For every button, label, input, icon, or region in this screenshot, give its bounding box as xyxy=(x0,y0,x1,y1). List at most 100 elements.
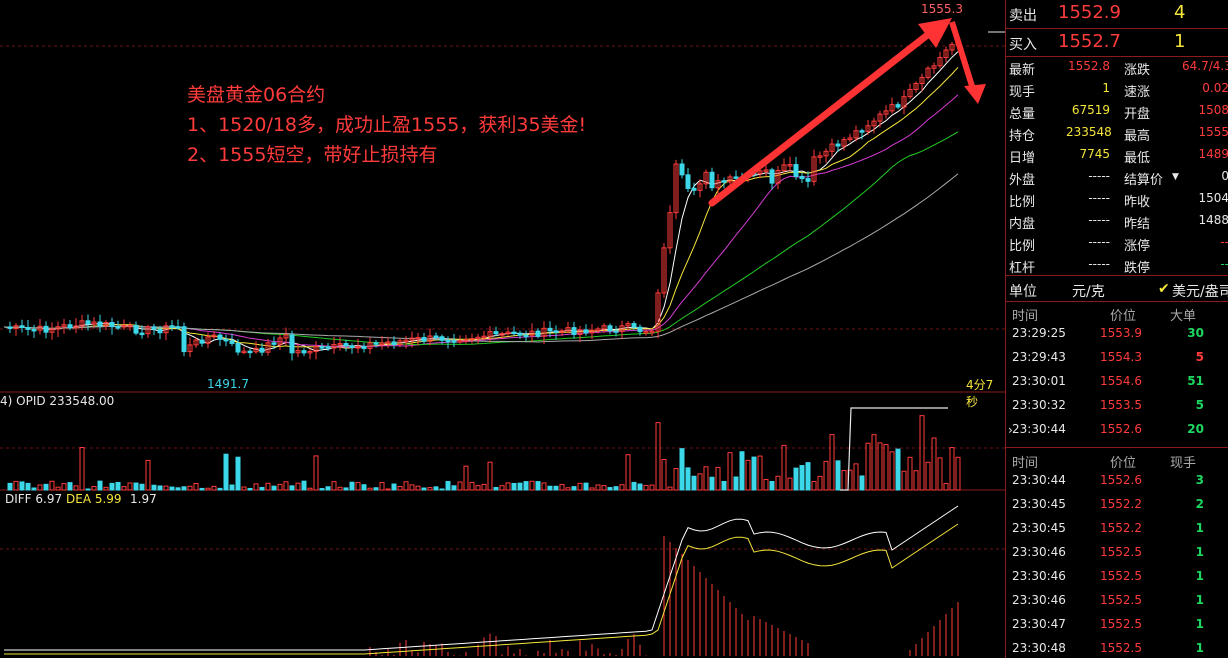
volume-bar xyxy=(931,437,937,491)
volume-bar xyxy=(43,483,49,491)
candle-body xyxy=(151,326,157,330)
candle-body xyxy=(409,337,415,341)
volume-bar xyxy=(553,485,559,491)
ticks-row[interactable]: 23:30:46 1552.5 1 xyxy=(1006,589,1228,613)
volume-bar xyxy=(439,488,445,491)
row-time: 23:30:45 xyxy=(1012,497,1066,511)
candle-body xyxy=(817,155,823,158)
candle-body xyxy=(655,292,661,332)
volume-bar xyxy=(223,453,229,491)
volume-bar xyxy=(751,456,757,491)
volume-bar xyxy=(913,470,919,491)
volume-bar xyxy=(193,483,199,491)
candle-body xyxy=(505,331,511,335)
stat-value: ----- xyxy=(1088,191,1110,205)
big_orders-row[interactable]: 23:30:01 1554.6 51 xyxy=(1006,370,1228,394)
candle-body xyxy=(229,340,235,344)
volume-bar xyxy=(667,486,673,491)
volume-bar xyxy=(655,422,661,491)
candle-body xyxy=(547,327,553,332)
row-qty: 5 xyxy=(1195,350,1204,364)
volume-bar xyxy=(31,487,37,491)
volume-bar xyxy=(313,455,319,491)
stat-label: 比例 xyxy=(1009,239,1036,254)
candle-body xyxy=(787,164,793,167)
header-time: 时间 xyxy=(1012,309,1039,324)
kline-chart-svg[interactable] xyxy=(0,0,1005,658)
candle-body xyxy=(559,330,565,333)
row-time: 23:30:46 xyxy=(1012,569,1066,583)
candle-body xyxy=(469,337,475,341)
stat-value-2: -- xyxy=(1220,235,1228,249)
volume-bar xyxy=(739,451,745,491)
candle-body xyxy=(193,339,199,346)
volume-bar xyxy=(13,480,19,491)
candle-body xyxy=(139,332,145,336)
big_orders-row[interactable]: 23:30:44 1552.6 20 xyxy=(1006,418,1228,442)
volume-bar xyxy=(325,486,331,491)
ticks-row[interactable]: 23:30:44 1552.6 3 xyxy=(1006,469,1228,493)
ticks-row[interactable]: 23:30:45 1552.2 2 xyxy=(1006,493,1228,517)
candle-body xyxy=(493,331,499,335)
candle-body xyxy=(205,336,211,344)
ticks-row[interactable]: 23:30:45 1552.2 1 xyxy=(1006,517,1228,541)
candle-body xyxy=(649,330,655,334)
ticks-row[interactable]: 23:30:47 1552.5 1 xyxy=(1006,613,1228,637)
volume-bar xyxy=(835,460,841,491)
buy-row[interactable]: 买入 1552.7 1 xyxy=(1006,29,1228,57)
candle-body xyxy=(943,49,949,59)
volume-bar xyxy=(301,480,307,491)
sell-row[interactable]: 卖出 1552.9 4 xyxy=(1006,0,1228,28)
volume-bar xyxy=(271,485,277,491)
row-price: 1552.5 xyxy=(1100,641,1142,655)
volume-bar xyxy=(229,484,235,491)
stat-label-2: 结算价 xyxy=(1124,173,1164,188)
candle-body xyxy=(457,340,463,343)
candle-body xyxy=(415,337,421,340)
currency-label[interactable]: 美元/盎司 xyxy=(1172,284,1228,300)
volume-bar xyxy=(517,482,523,491)
volume-bar xyxy=(67,482,73,491)
dropdown-arrow-icon[interactable]: ▼ xyxy=(1172,172,1179,182)
candle-body xyxy=(349,345,355,348)
candle-body xyxy=(385,341,391,344)
row-price: 1554.3 xyxy=(1100,350,1142,364)
volume-bar xyxy=(955,456,961,491)
volume-bar xyxy=(805,462,811,491)
kline-chart-area[interactable]: 1555.3 1491.7 4分7秒 4) OPID 233548.00 DIF… xyxy=(0,0,1005,658)
candle-body xyxy=(601,325,607,330)
candle-body xyxy=(265,342,271,353)
row-time: 23:30:46 xyxy=(1012,593,1066,607)
big_orders-row[interactable]: 23:30:32 1553.5 5 xyxy=(1006,394,1228,418)
candle-body xyxy=(661,247,667,294)
ticks-row[interactable]: 23:30:46 1552.5 1 xyxy=(1006,565,1228,589)
candle-body xyxy=(607,325,613,332)
volume-bar xyxy=(709,476,715,491)
big_orders-row[interactable]: 23:29:43 1554.3 5 xyxy=(1006,346,1228,370)
volume-bar xyxy=(607,487,613,491)
check-icon: ✔ xyxy=(1158,281,1170,297)
volume-bar xyxy=(127,482,133,491)
candle-body xyxy=(643,331,649,334)
candle-body xyxy=(835,143,841,147)
candle-body xyxy=(571,327,577,335)
candle-body xyxy=(847,137,853,141)
volume-bar xyxy=(595,484,601,491)
candle-body xyxy=(73,325,79,329)
volume-bar xyxy=(289,485,295,491)
candle-body xyxy=(439,336,445,341)
volume-bar xyxy=(703,466,709,491)
ticks-row[interactable]: 23:30:48 1552.5 1 xyxy=(1006,637,1228,658)
stat-value-2: 1489 xyxy=(1198,147,1228,161)
big_orders-row[interactable]: 23:29:25 1553.9 30 xyxy=(1006,322,1228,346)
candle-body xyxy=(535,330,541,337)
candle-body xyxy=(715,180,721,189)
candle-body xyxy=(331,344,337,349)
volume-bar xyxy=(205,487,211,491)
ticks-row[interactable]: 23:30:46 1552.5 1 xyxy=(1006,541,1228,565)
stat-label-2: 昨收 xyxy=(1124,195,1151,210)
volume-bar xyxy=(757,455,763,491)
stat-value: ----- xyxy=(1088,235,1110,249)
candle-body xyxy=(595,328,601,331)
candle-body xyxy=(757,170,763,174)
